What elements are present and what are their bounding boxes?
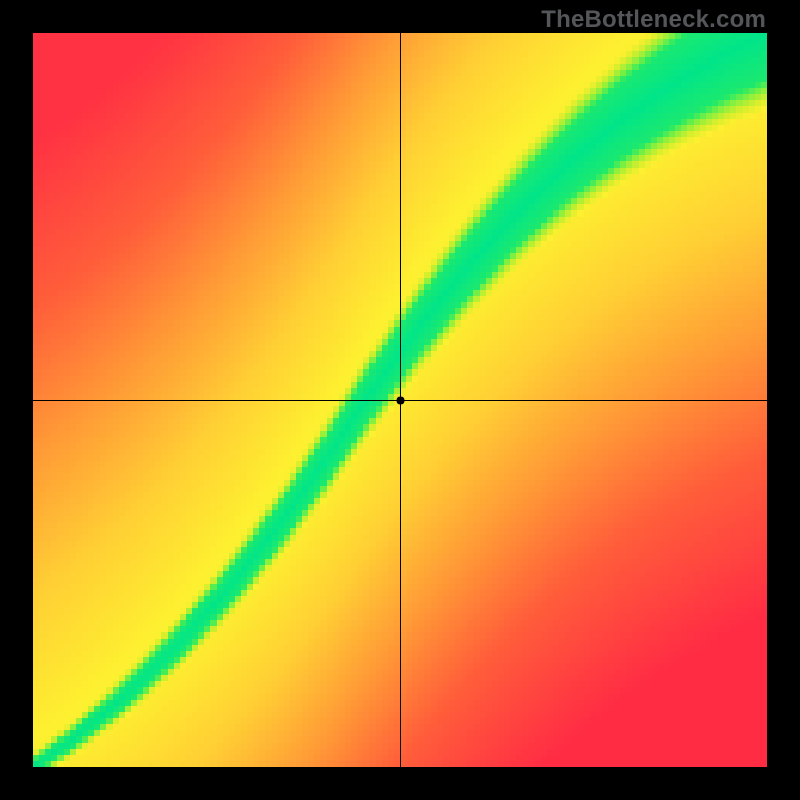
watermark-text: TheBottleneck.com xyxy=(541,6,766,34)
chart-container: TheBottleneck.com xyxy=(0,0,800,800)
bottleneck-heatmap xyxy=(33,33,767,767)
